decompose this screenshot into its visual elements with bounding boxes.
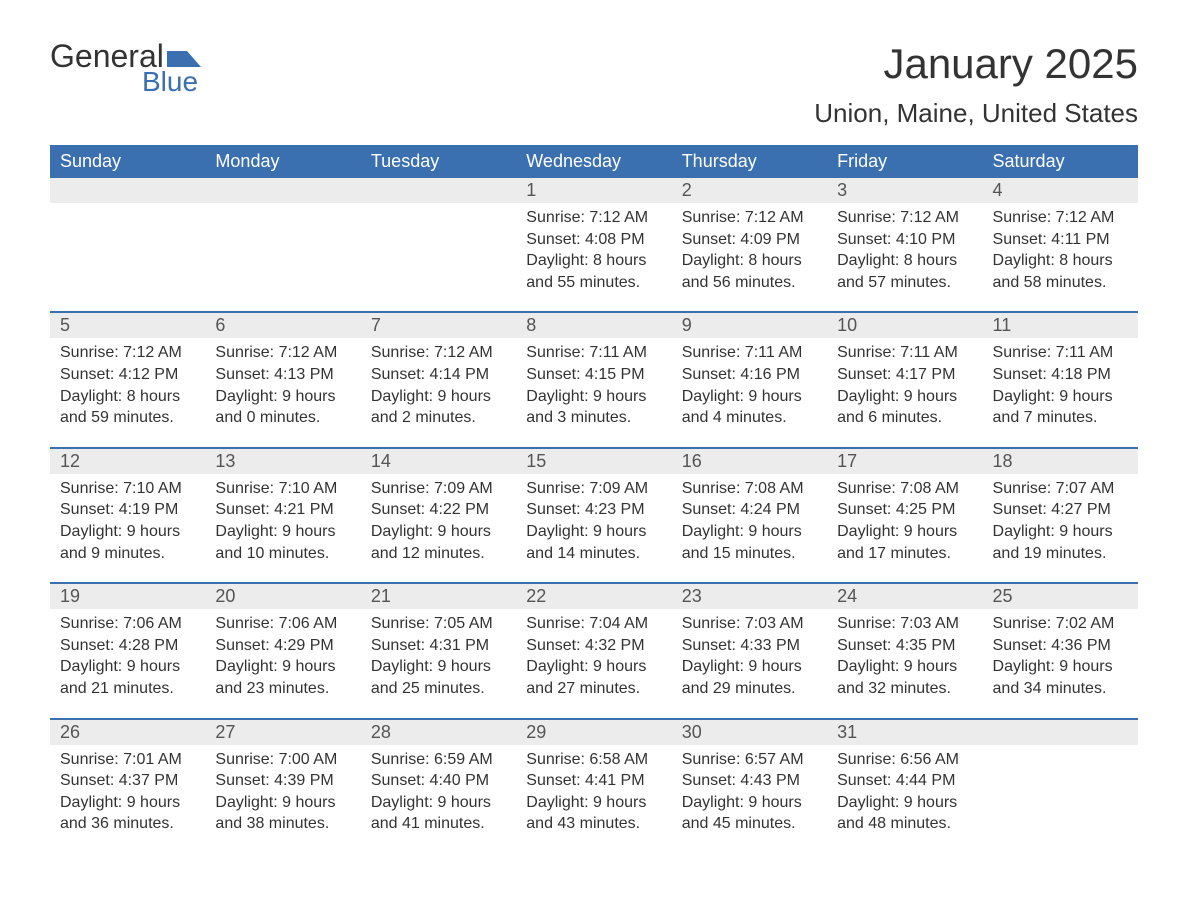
logo-word-blue: Blue (142, 68, 201, 96)
month-title: January 2025 (814, 40, 1138, 88)
day-detail-cell: Sunrise: 7:12 AMSunset: 4:14 PMDaylight:… (361, 338, 516, 447)
day-number-cell: 21 (361, 584, 516, 609)
day-detail-cell: Sunrise: 6:57 AMSunset: 4:43 PMDaylight:… (672, 745, 827, 853)
day-header: Wednesday (516, 145, 671, 178)
day-detail-cell: Sunrise: 6:56 AMSunset: 4:44 PMDaylight:… (827, 745, 982, 853)
title-block: January 2025 Union, Maine, United States (814, 40, 1138, 139)
day-number-cell: 1 (516, 178, 671, 203)
day-detail-cell: Sunrise: 7:03 AMSunset: 4:33 PMDaylight:… (672, 609, 827, 718)
day-detail-cell: Sunrise: 7:06 AMSunset: 4:29 PMDaylight:… (205, 609, 360, 718)
day-detail-cell: Sunrise: 7:12 AMSunset: 4:09 PMDaylight:… (672, 203, 827, 312)
day-detail-cell: Sunrise: 6:58 AMSunset: 4:41 PMDaylight:… (516, 745, 671, 853)
logo: General Blue (50, 40, 201, 96)
day-number-cell: 28 (361, 720, 516, 745)
day-number-row: 12131415161718 (50, 449, 1138, 474)
day-detail-cell: Sunrise: 7:06 AMSunset: 4:28 PMDaylight:… (50, 609, 205, 718)
day-number-cell: 13 (205, 449, 360, 474)
day-number-cell: 18 (983, 449, 1138, 474)
day-number-cell: 9 (672, 313, 827, 338)
day-header: Tuesday (361, 145, 516, 178)
day-detail-cell: Sunrise: 7:12 AMSunset: 4:08 PMDaylight:… (516, 203, 671, 312)
day-detail-cell: Sunrise: 7:09 AMSunset: 4:22 PMDaylight:… (361, 474, 516, 583)
day-detail-row: Sunrise: 7:01 AMSunset: 4:37 PMDaylight:… (50, 745, 1138, 853)
day-detail-cell (361, 203, 516, 312)
day-number-cell: 6 (205, 313, 360, 338)
day-header: Saturday (983, 145, 1138, 178)
day-detail-cell: Sunrise: 7:08 AMSunset: 4:25 PMDaylight:… (827, 474, 982, 583)
day-number-row: 1234 (50, 178, 1138, 203)
day-detail-cell: Sunrise: 7:12 AMSunset: 4:12 PMDaylight:… (50, 338, 205, 447)
day-detail-row: Sunrise: 7:10 AMSunset: 4:19 PMDaylight:… (50, 474, 1138, 583)
day-number-cell: 7 (361, 313, 516, 338)
day-detail-cell: Sunrise: 7:11 AMSunset: 4:17 PMDaylight:… (827, 338, 982, 447)
day-number-cell (983, 720, 1138, 745)
day-number-cell: 26 (50, 720, 205, 745)
day-detail-cell: Sunrise: 7:11 AMSunset: 4:15 PMDaylight:… (516, 338, 671, 447)
day-detail-row: Sunrise: 7:12 AMSunset: 4:08 PMDaylight:… (50, 203, 1138, 312)
day-detail-cell: Sunrise: 7:11 AMSunset: 4:16 PMDaylight:… (672, 338, 827, 447)
day-number-cell: 25 (983, 584, 1138, 609)
day-detail-cell: Sunrise: 6:59 AMSunset: 4:40 PMDaylight:… (361, 745, 516, 853)
day-header: Friday (827, 145, 982, 178)
day-number-cell: 4 (983, 178, 1138, 203)
day-number-cell (361, 178, 516, 203)
day-detail-cell (983, 745, 1138, 853)
day-header: Thursday (672, 145, 827, 178)
day-number-cell: 15 (516, 449, 671, 474)
day-number-cell: 10 (827, 313, 982, 338)
day-detail-cell: Sunrise: 7:00 AMSunset: 4:39 PMDaylight:… (205, 745, 360, 853)
day-detail-cell: Sunrise: 7:12 AMSunset: 4:11 PMDaylight:… (983, 203, 1138, 312)
day-number-cell: 5 (50, 313, 205, 338)
day-number-cell (50, 178, 205, 203)
location: Union, Maine, United States (814, 98, 1138, 129)
day-header-row: SundayMondayTuesdayWednesdayThursdayFrid… (50, 145, 1138, 178)
day-detail-cell: Sunrise: 7:03 AMSunset: 4:35 PMDaylight:… (827, 609, 982, 718)
day-number-cell: 23 (672, 584, 827, 609)
day-number-row: 262728293031 (50, 720, 1138, 745)
calendar-table: SundayMondayTuesdayWednesdayThursdayFrid… (50, 145, 1138, 853)
day-number-row: 567891011 (50, 313, 1138, 338)
day-detail-cell: Sunrise: 7:05 AMSunset: 4:31 PMDaylight:… (361, 609, 516, 718)
day-number-cell: 12 (50, 449, 205, 474)
day-number-cell: 30 (672, 720, 827, 745)
day-number-cell: 31 (827, 720, 982, 745)
day-detail-cell: Sunrise: 7:08 AMSunset: 4:24 PMDaylight:… (672, 474, 827, 583)
day-detail-cell: Sunrise: 7:11 AMSunset: 4:18 PMDaylight:… (983, 338, 1138, 447)
day-number-cell: 11 (983, 313, 1138, 338)
day-number-cell: 22 (516, 584, 671, 609)
day-detail-cell: Sunrise: 7:04 AMSunset: 4:32 PMDaylight:… (516, 609, 671, 718)
day-header: Monday (205, 145, 360, 178)
day-number-cell: 29 (516, 720, 671, 745)
day-detail-cell: Sunrise: 7:10 AMSunset: 4:19 PMDaylight:… (50, 474, 205, 583)
day-detail-cell: Sunrise: 7:07 AMSunset: 4:27 PMDaylight:… (983, 474, 1138, 583)
day-number-cell: 3 (827, 178, 982, 203)
day-header: Sunday (50, 145, 205, 178)
day-detail-row: Sunrise: 7:12 AMSunset: 4:12 PMDaylight:… (50, 338, 1138, 447)
day-number-cell: 8 (516, 313, 671, 338)
day-detail-cell: Sunrise: 7:10 AMSunset: 4:21 PMDaylight:… (205, 474, 360, 583)
day-detail-cell: Sunrise: 7:01 AMSunset: 4:37 PMDaylight:… (50, 745, 205, 853)
day-number-cell: 14 (361, 449, 516, 474)
day-number-cell: 16 (672, 449, 827, 474)
day-detail-cell (205, 203, 360, 312)
day-number-cell (205, 178, 360, 203)
day-number-cell: 17 (827, 449, 982, 474)
day-detail-cell: Sunrise: 7:09 AMSunset: 4:23 PMDaylight:… (516, 474, 671, 583)
day-detail-cell: Sunrise: 7:12 AMSunset: 4:10 PMDaylight:… (827, 203, 982, 312)
day-number-cell: 19 (50, 584, 205, 609)
day-number-row: 19202122232425 (50, 584, 1138, 609)
day-number-cell: 2 (672, 178, 827, 203)
day-number-cell: 20 (205, 584, 360, 609)
day-detail-cell: Sunrise: 7:02 AMSunset: 4:36 PMDaylight:… (983, 609, 1138, 718)
day-detail-row: Sunrise: 7:06 AMSunset: 4:28 PMDaylight:… (50, 609, 1138, 718)
header: General Blue January 2025 Union, Maine, … (50, 40, 1138, 139)
day-number-cell: 27 (205, 720, 360, 745)
day-number-cell: 24 (827, 584, 982, 609)
day-detail-cell (50, 203, 205, 312)
day-detail-cell: Sunrise: 7:12 AMSunset: 4:13 PMDaylight:… (205, 338, 360, 447)
